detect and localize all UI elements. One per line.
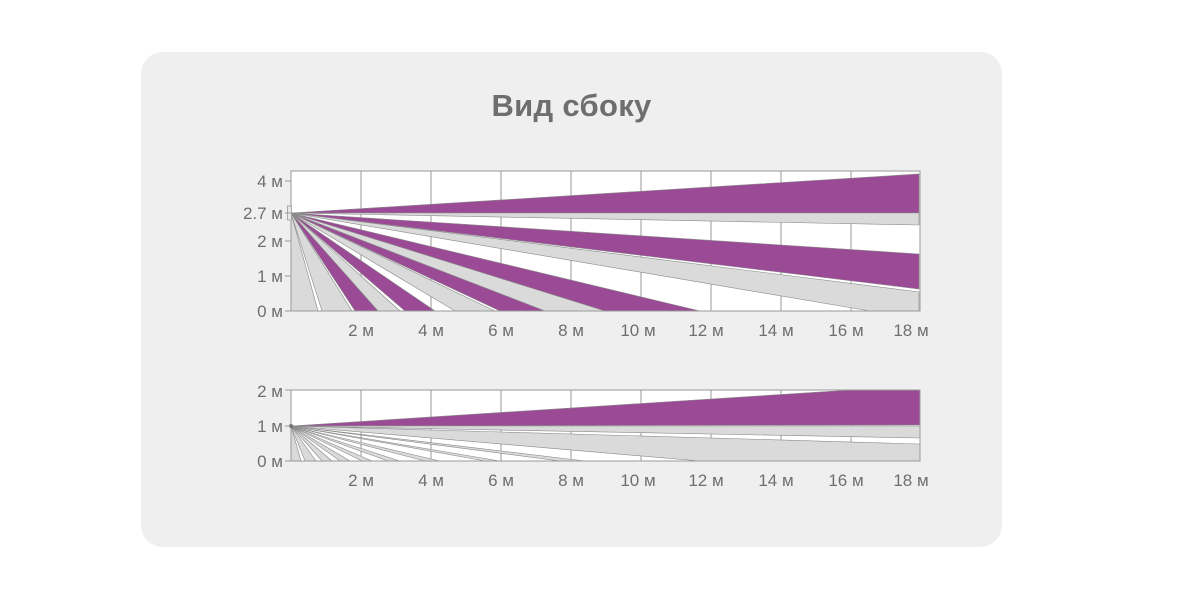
x-label-bottom-6m: 6 м [488,471,514,490]
x-label-bottom-12m: 12 м [688,471,723,490]
x-label-bottom-14m: 14 м [758,471,793,490]
x-label-bottom-8m: 8 м [558,471,584,490]
x-label-top-4m: 4 м [418,321,444,340]
x-label-top-6m: 6 м [488,321,514,340]
x-label-bottom-16m: 16 м [828,471,863,490]
diagram-bottom: 2 м 1 м 0 м 2 м 4 м 6 м 8 м 10 м 12 м 14… [257,382,929,490]
x-label-top-10m: 10 м [620,321,655,340]
y-label-bottom-1m: 1 м [257,417,283,436]
y-label-top-0m: 0 м [257,302,283,321]
x-label-top-2m: 2 м [348,321,374,340]
y-label-top-1m: 1 м [257,267,283,286]
y-label-top-2-7m: 2.7 м [243,204,283,223]
zone-top-2 [290,212,920,226]
y-label-bottom-2m: 2 м [257,382,283,401]
zones-top [290,173,920,312]
x-label-top-8m: 8 м [558,321,584,340]
y-label-bottom-0m: 0 м [257,452,283,471]
diagram-top: 4 м 2.7 м 2 м 1 м 0 м 2 м 4 м 6 м 8 м 10… [243,170,929,340]
zone-top-3 [290,212,920,290]
y-label-top-2m: 2 м [257,232,283,251]
x-label-bottom-4m: 4 м [418,471,444,490]
y-label-top-4m: 4 м [257,172,283,191]
x-label-bottom-18m: 18 м [893,471,928,490]
x-label-top-18m: 18 м [893,321,928,340]
zones-bottom [290,389,921,462]
x-label-bottom-10m: 10 м [620,471,655,490]
x-label-top-12m: 12 м [688,321,723,340]
x-label-bottom-2m: 2 м [348,471,374,490]
x-label-top-14m: 14 м [758,321,793,340]
x-label-top-16m: 16 м [828,321,863,340]
page-title: Вид сбоку [491,88,652,123]
